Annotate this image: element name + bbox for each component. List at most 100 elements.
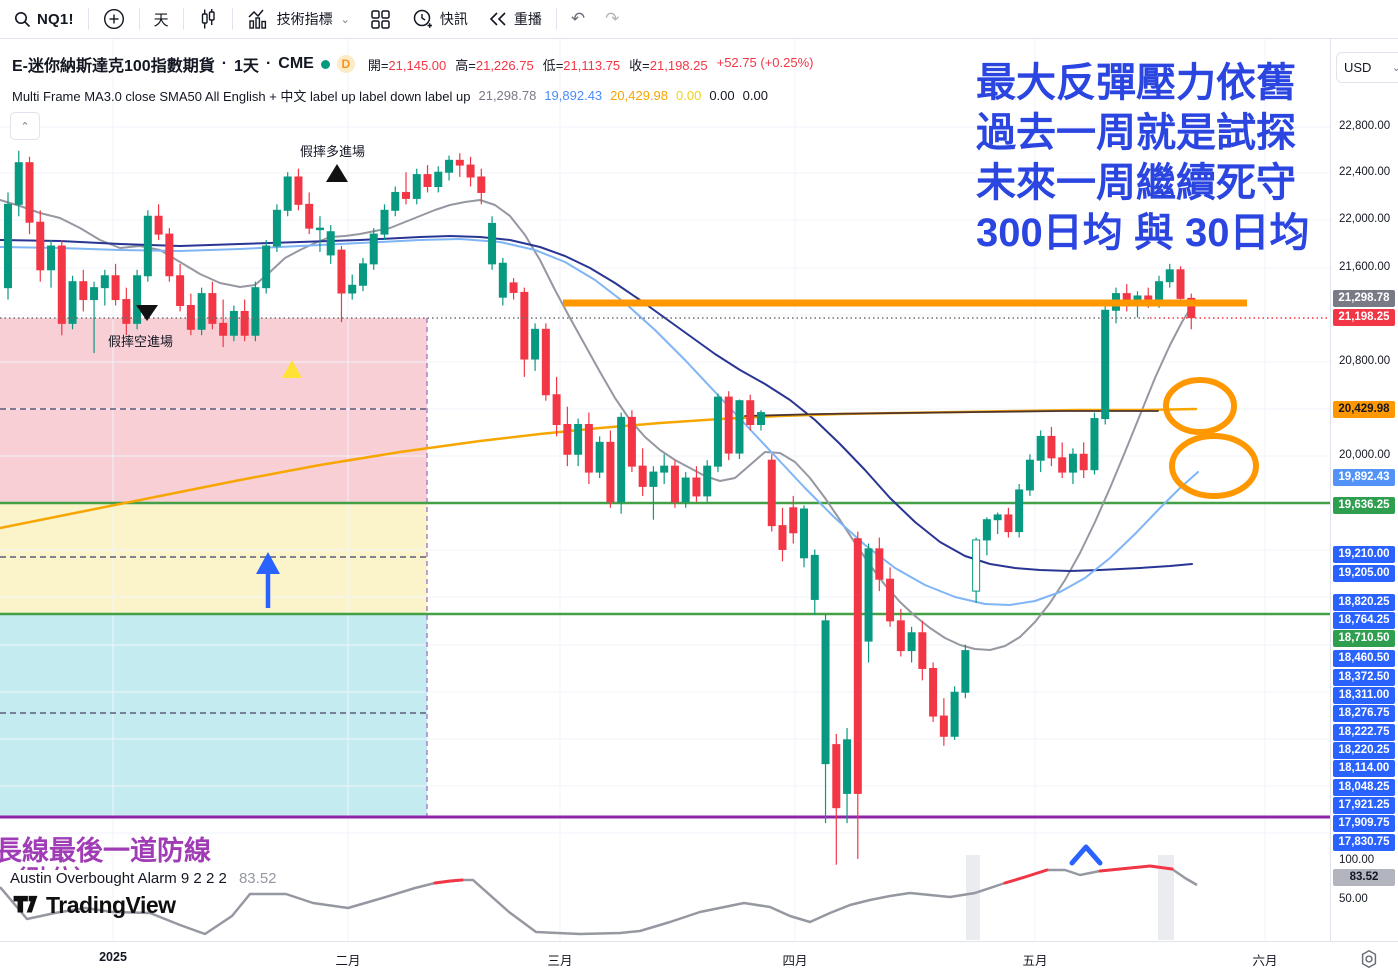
replay-icon [488,10,508,28]
indicator-value-2: 20,429.98 [610,88,669,103]
price-axis-label: 20,800.00 [1339,355,1391,367]
candle [853,538,862,794]
blue-annotation-line: 300日均 與 30日均 [976,211,1310,255]
indicator-legend[interactable]: Multi Frame MA3.0 close SMA50 All Englis… [12,86,776,105]
symbol-legend[interactable]: E-迷你納斯達克100指數期貨 · 1天 · CME D 開=21,145.00… [12,52,813,76]
chart-style-button[interactable] [188,4,228,34]
price-badge: 18,372.50 [1333,668,1395,686]
candle [100,275,109,289]
collapse-legend-button[interactable]: ⌃ [10,112,40,140]
search-icon [14,11,31,28]
candlestick-icon [198,8,218,30]
time-axis[interactable]: 2025 二月 三月 四月 五月 六月 [0,941,1398,978]
candle [961,650,970,693]
low-value: 21,113.75 [563,57,621,73]
candle [229,310,238,336]
market-status-dot [320,59,330,69]
oscillator-legend[interactable]: Austin Overbought Alarm 9 2 2 2 83.52 [10,870,277,887]
candle [982,519,991,541]
alert-label: 快訊 [439,11,468,27]
candle [122,299,131,324]
currency-label: USD [1344,60,1372,75]
candle [875,548,884,580]
candle [692,477,701,497]
candle [1058,457,1067,473]
layout-grid-button[interactable] [360,4,401,34]
indicator-value-4: 0.00 [709,88,735,103]
candle [531,328,540,360]
candle [434,171,443,188]
undo-button[interactable]: ↶ [561,4,595,34]
price-axis-label: 100.00 [1339,854,1375,866]
candle [4,203,12,289]
highlight-ellipse[interactable] [1163,377,1237,435]
indicator-value-0: 21,298.78 [478,88,537,103]
tradingview-logo-icon [12,891,39,920]
symbol-search-button[interactable]: NQ1! [4,4,84,34]
price-badge: 19,636.25 [1333,496,1395,514]
candle [36,221,45,271]
candle [896,620,905,652]
time-axis-label: 四月 [782,954,808,968]
candle [1036,435,1045,461]
indicator-value-5: 0.00 [742,88,768,103]
candle [14,162,23,205]
replay-label: 重播 [513,11,542,27]
candle [111,275,120,301]
candle [455,159,464,166]
replay-button[interactable]: 重播 [478,4,552,34]
change-value: +52.75 (+0.25%) [716,54,814,70]
sma50-navy [0,235,1193,572]
indicators-button[interactable]: 技術指標 ⌄ [237,4,360,34]
candle [337,249,346,294]
candle [810,554,819,600]
candle [240,310,249,336]
candle [488,222,497,265]
tradingview-watermark: TradingView [12,891,176,920]
redo-button[interactable]: ↷ [595,4,629,34]
candle [283,176,292,211]
oscillator-line [0,864,1198,936]
candle [670,465,679,503]
settings-gear-icon[interactable] [1358,948,1380,975]
candle [262,245,271,289]
price-axis[interactable]: USD ⌄ 22,800.00 22,400.00 22,000.00 21,600.… [1330,38,1398,941]
small-up-arrow [1069,844,1103,866]
candle [918,632,927,669]
time-axis-label: 二月 [335,954,361,968]
candle [929,667,938,717]
price-axis-label: 21,600.00 [1339,261,1391,273]
candle [1047,435,1056,459]
long-entry-label: 假摔多進場 [300,144,366,159]
candle [627,416,636,467]
candle [993,514,1002,521]
overbought-segment [1003,868,1049,885]
candle [681,477,690,503]
candle [423,174,432,188]
interval-button[interactable]: 天 [144,4,179,34]
candle [186,305,195,330]
price-axis-label: 20,000.00 [1339,449,1391,461]
currency-dropdown[interactable]: USD ⌄ [1336,52,1398,83]
compare-add-button[interactable] [93,4,135,34]
candle [832,744,841,809]
candle [197,293,206,330]
top-toolbar: NQ1! 天 技術指標 ⌄ 快訊 重播 ↶ [0,0,1398,39]
cyan-zone [0,614,427,817]
highlight-ellipse[interactable] [1169,433,1259,499]
legend-separator: · [265,55,272,72]
candle [778,525,787,550]
candle [1090,418,1099,471]
candle [552,394,561,425]
candle [402,191,411,199]
toolbar-divider [87,8,89,30]
price-badge: 83.52 [1333,868,1395,886]
candle [800,508,809,559]
candle [821,620,830,765]
toolbar-divider [182,8,184,30]
indicator-values: 21,298.78 19,892.43 20,429.98 0.00 0.00 0.00 [478,88,775,103]
alert-button[interactable]: 快訊 [401,4,478,34]
price-badge: 18,764.25 [1333,611,1395,629]
price-badge: 18,460.50 [1333,649,1395,667]
